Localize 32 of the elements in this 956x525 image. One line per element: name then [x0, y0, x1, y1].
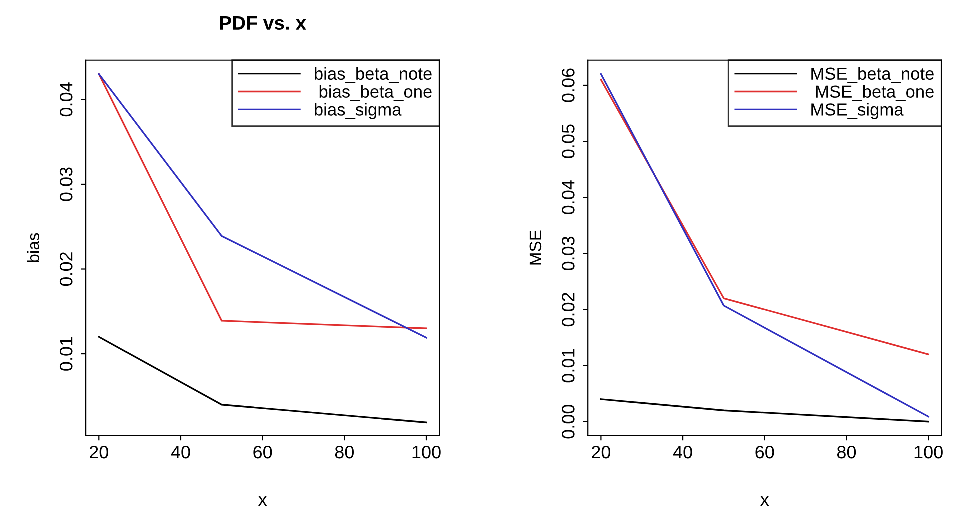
legend-label: MSE_sigma: [812, 103, 904, 120]
legend-label: MSE_beta_note: [812, 67, 934, 84]
y-tick-label: 0.04: [60, 82, 73, 117]
x-tick-label: 100: [412, 446, 441, 459]
legend-label: bias_beta_note: [315, 67, 432, 84]
y-tick-label: 0.02: [562, 293, 575, 327]
y-tick-label: 0.01: [562, 349, 575, 383]
y-tick-label: 0.04: [562, 180, 575, 214]
legend-label: MSE_beta_one: [816, 85, 934, 102]
x-tick-label: 40: [673, 446, 692, 459]
x-tick-label: 40: [171, 446, 190, 459]
y-tick-label: 0.02: [60, 252, 73, 286]
x-axis-title: x: [258, 496, 268, 506]
y-tick-label: 0.05: [562, 124, 575, 158]
y-tick-label: 0.01: [60, 337, 73, 371]
chart-title: PDF vs. x: [220, 16, 306, 30]
y-axis-title: bias: [27, 233, 40, 262]
x-tick-label: 80: [837, 446, 856, 459]
x-axis-title: x: [760, 496, 770, 506]
x-tick-label: 60: [254, 446, 272, 459]
x-tick-label: 20: [592, 446, 611, 459]
x-tick-label: 20: [90, 446, 108, 459]
y-tick-label: 0.00: [562, 404, 575, 439]
x-tick-label: 80: [335, 446, 354, 459]
y-tick-label: 0.06: [562, 68, 575, 102]
y-axis-title: MSE: [530, 230, 542, 265]
x-tick-label: 100: [914, 446, 943, 459]
x-tick-label: 60: [756, 446, 774, 459]
legend-label: bias_sigma: [315, 103, 402, 120]
y-tick-label: 0.03: [562, 236, 575, 271]
y-tick-label: 0.03: [60, 168, 73, 202]
legend-label: bias_beta_one: [320, 85, 432, 102]
